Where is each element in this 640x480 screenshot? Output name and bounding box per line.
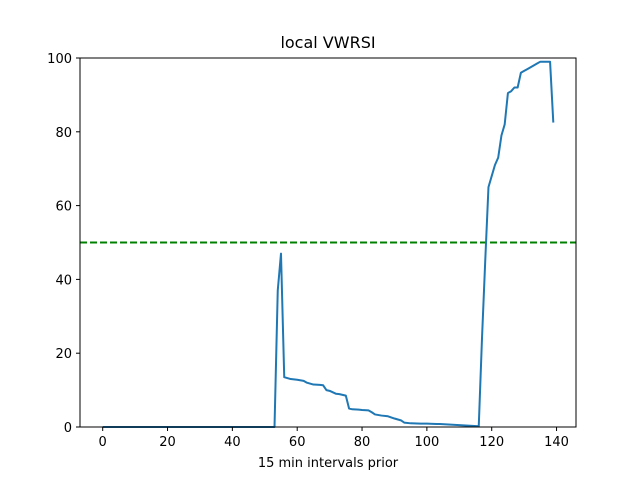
series-line-0	[102, 60, 555, 428]
x-tick-label: 60	[289, 435, 306, 450]
y-tick-label: 60	[55, 200, 72, 215]
x-tick-label: 80	[354, 435, 371, 450]
y-tick-label: 80	[55, 126, 72, 141]
x-tick-label: 0	[99, 435, 107, 450]
x-tick-label: 40	[224, 435, 241, 450]
y-tick-label: 20	[55, 347, 72, 362]
x-axis-ticks: 0 20 40 60 80 100 120 140	[99, 427, 569, 450]
x-tick-label: 20	[159, 435, 176, 450]
x-tick-label: 100	[414, 435, 439, 450]
x-tick-label: 140	[544, 435, 569, 450]
plot-area	[79, 57, 577, 428]
y-tick-label: 100	[47, 52, 72, 67]
y-axis-ticks: 0 20 40 60 80 100	[47, 52, 80, 436]
x-axis-label: 15 min intervals prior	[258, 456, 399, 471]
x-tick-label: 120	[479, 435, 504, 450]
y-tick-label: 40	[55, 273, 72, 288]
y-tick-label: 0	[64, 421, 72, 436]
axes-frame	[79, 57, 577, 428]
chart-title: local VWRSI	[280, 33, 375, 52]
